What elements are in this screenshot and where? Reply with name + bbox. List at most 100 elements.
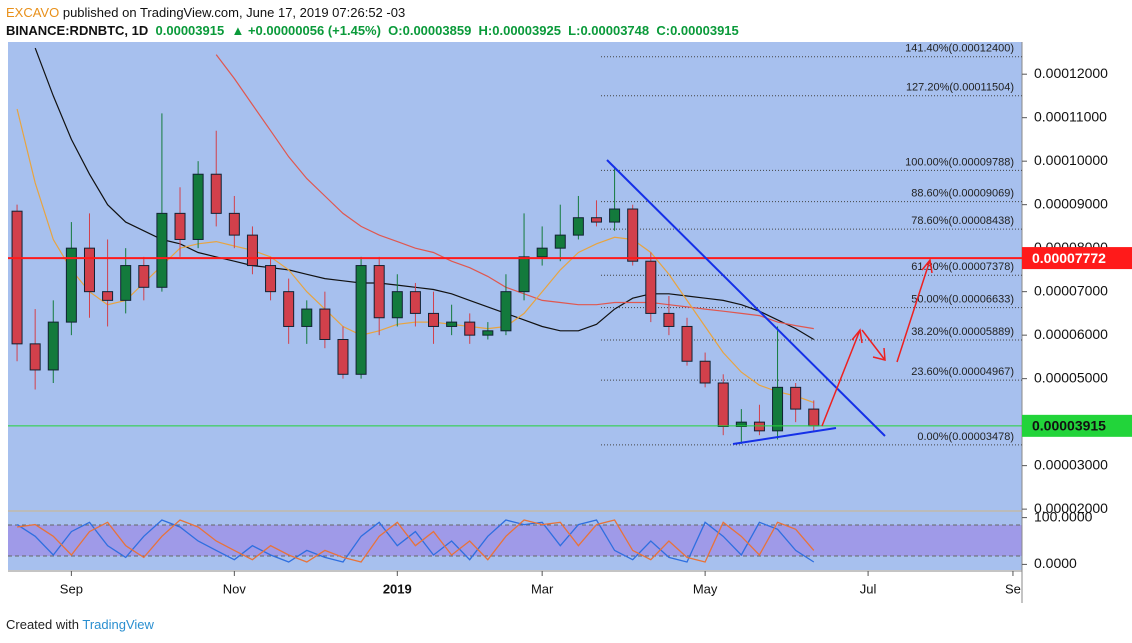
fib-label: 23.60%(0.00004967) [911, 366, 1014, 378]
candle-body [500, 291, 512, 332]
y-tick-label: 0.0000 [1034, 555, 1077, 571]
candle-body [391, 291, 403, 319]
candle-body [681, 325, 693, 362]
brand[interactable]: TradingView [82, 617, 154, 632]
trend-line [732, 427, 837, 445]
candle-body [735, 421, 747, 427]
candle-body [482, 330, 494, 336]
fib-label: 88.60%(0.00009069) [911, 188, 1014, 200]
x-tick-label: 2019 [383, 581, 412, 596]
y-tick-label: 0.00009000 [1034, 195, 1108, 211]
trend-line [606, 159, 886, 437]
stoch-line [17, 519, 815, 563]
author: EXCAVO [6, 5, 60, 20]
price-label: 0.00003915 [1032, 418, 1106, 434]
y-tick-label: 100.0000 [1034, 508, 1093, 524]
y-tick-label: 0.00002000 [1034, 500, 1108, 516]
candle-body [753, 421, 765, 432]
fib-label: 38.20%(0.00005889) [911, 326, 1014, 338]
arrow-head [851, 328, 863, 344]
candle-body [265, 265, 277, 293]
candle-body [446, 321, 458, 327]
fib-label: 0.00%(0.00003478) [917, 431, 1014, 443]
fib-label: 100.00%(0.00009788) [905, 156, 1014, 168]
candle-body [301, 308, 313, 327]
arrow [821, 329, 861, 427]
candle-body [156, 212, 168, 288]
candle-body [29, 343, 41, 371]
price-label-box [1022, 414, 1132, 437]
candle-body [319, 308, 331, 341]
candle-body [627, 208, 639, 262]
price-label-box [1022, 247, 1132, 270]
stoch-line [16, 519, 815, 563]
candle-body [409, 291, 421, 314]
main-layer: 141.40%(0.00012400) 127.20%(0.00011504) 10… [8, 43, 1022, 446]
arrow: ▲ [231, 23, 245, 38]
candle-body [428, 312, 440, 327]
y-tick-label: 0.00006000 [1034, 326, 1108, 342]
fib-label: 78.60%(0.00008438) [911, 215, 1014, 227]
candle-body [283, 291, 295, 327]
y-tick-label: 0.00010000 [1034, 152, 1108, 168]
candle-body [246, 234, 258, 267]
footer: Created with TradingView [6, 617, 154, 632]
price-label: 0.00007772 [1032, 250, 1106, 266]
candle-body [536, 247, 548, 258]
main-pane [8, 42, 1022, 510]
low: L:0.00003748 [568, 23, 650, 38]
arrow-head [921, 258, 933, 274]
candle-body [808, 408, 820, 427]
fib-label: 127.20%(0.00011504) [906, 82, 1014, 94]
y-tick-label: 0.00012000 [1034, 65, 1108, 81]
y-tick-label: 0.00007000 [1034, 282, 1108, 298]
x-tick-label: Mar [531, 581, 554, 596]
candle-body [790, 386, 802, 410]
candle-body [699, 360, 711, 384]
arrow-head [872, 347, 886, 361]
drawings [606, 159, 933, 445]
candle-body [590, 217, 602, 223]
close: C:0.00003915 [656, 23, 739, 38]
high: H:0.00003925 [478, 23, 561, 38]
candle-body [772, 386, 784, 432]
open: O:0.00003859 [388, 23, 472, 38]
x-tick-label: Jul [860, 581, 877, 596]
candle-body [663, 312, 675, 327]
axes: 0.000020000.000030000.000040000.00005000… [60, 65, 1132, 596]
y-tick-label: 0.00005000 [1034, 369, 1108, 385]
candle-body [337, 339, 349, 375]
fib-label: 50.00%(0.00006633) [911, 294, 1014, 306]
x-tick-label: Se [1005, 581, 1021, 596]
last: 0.00003915 [155, 23, 225, 38]
created: Created with [6, 617, 79, 632]
header-line: BINANCE:RDNBTC, 1D 0.00003915 ▲ +0.00000… [6, 22, 739, 40]
candle-body [464, 321, 476, 336]
x-tick-label: May [693, 581, 718, 596]
symbol: BINANCE:RDNBTC, 1D [6, 23, 149, 38]
candle-body [102, 291, 114, 301]
x-tick-label: Nov [223, 581, 247, 596]
fib-label: 61.80%(0.00007378) [911, 261, 1014, 273]
candle-body [174, 212, 186, 240]
candle-body [83, 247, 95, 293]
candle-body [609, 208, 621, 223]
candle-body [210, 173, 222, 214]
candle-body [192, 173, 204, 240]
candle-body [373, 265, 385, 319]
candle-body [11, 210, 23, 345]
candle-body [572, 217, 584, 236]
candle-body [228, 212, 240, 236]
candle-body [65, 247, 77, 323]
change: +0.00000056 (+1.45%) [247, 23, 381, 38]
candle-body [645, 260, 657, 314]
fib-label: 141.40%(0.00012400) [905, 43, 1014, 55]
x-tick-label: Sep [60, 581, 83, 596]
y-tick-label: 0.00011000 [1034, 108, 1107, 124]
stoch-layer [16, 519, 815, 563]
candle-body [120, 265, 132, 301]
candle-body [47, 321, 59, 371]
candle-body [518, 256, 530, 293]
